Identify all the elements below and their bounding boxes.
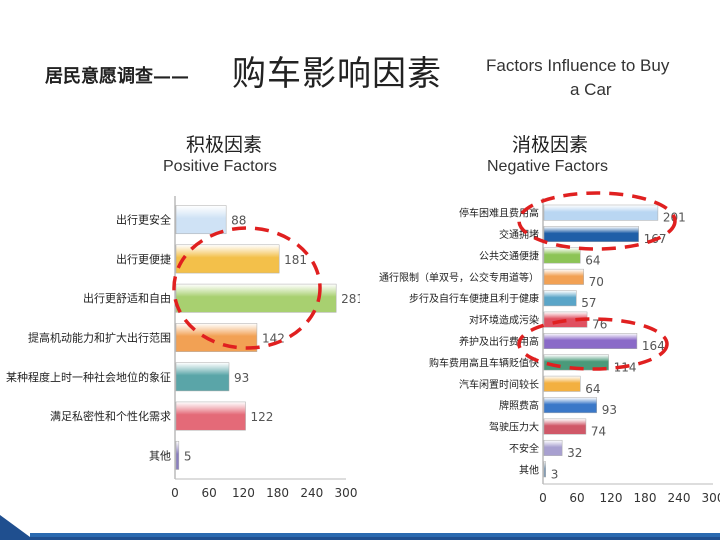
bar (543, 461, 546, 478)
value-label: 76 (592, 318, 607, 332)
title-small: 居民意愿调查—— (45, 66, 189, 87)
bar (175, 205, 227, 235)
positive-heading-en: Positive Factors (163, 158, 277, 175)
highlight-ellipse (517, 191, 677, 251)
title-english-line1: Factors Influence to Buy (486, 56, 670, 75)
negative-heading-en: Negative Factors (487, 158, 608, 175)
value-label: 3 (551, 467, 559, 481)
value-label: 88 (231, 214, 246, 228)
category-label: 步行及自行车便捷且利于健康 (409, 292, 539, 305)
bar (543, 375, 581, 392)
x-tick-label: 240 (668, 491, 691, 505)
category-label: 其他 (519, 463, 539, 476)
negative-factors-chart: 060120180240300停车困难且费用高201交通拥堵167公共交通便捷6… (379, 191, 720, 505)
value-label: 122 (251, 410, 274, 424)
x-tick-label: 60 (569, 491, 584, 505)
title-main: 购车影响因素 (232, 54, 442, 94)
bar (175, 440, 180, 470)
category-label: 提高机动能力和扩大出行范围 (28, 331, 171, 345)
category-label: 购车费用高且车辆贬值快 (429, 356, 539, 369)
value-label: 93 (234, 371, 249, 385)
category-label: 某种程度上时一种社会地位的象征 (6, 370, 171, 384)
bar (543, 226, 639, 243)
x-tick-label: 60 (202, 486, 217, 500)
title-row: 居民意愿调查—— 购车影响因素 Factors Influence to Buy… (0, 0, 720, 110)
title-english-line2: a Car (570, 80, 612, 99)
category-label: 公共交通便捷 (479, 249, 539, 262)
category-label: 停车困难且费用高 (459, 207, 539, 220)
category-label: 牌照费高 (499, 399, 539, 412)
bar (175, 362, 230, 392)
bar (543, 397, 597, 414)
category-label: 满足私密性和个性化需求 (50, 409, 171, 423)
x-tick-label: 120 (600, 491, 623, 505)
value-label: 5 (184, 449, 192, 463)
bar (543, 290, 577, 307)
category-label: 出行更便捷 (116, 252, 171, 266)
positive-heading-cn: 积极因素 (186, 134, 263, 156)
bar (175, 323, 258, 352)
bar (543, 333, 638, 349)
highlight-ellipse (517, 317, 669, 371)
category-label: 通行限制（单双号，公交专用道等） (379, 271, 539, 284)
x-tick-label: 120 (232, 486, 255, 500)
bar (543, 439, 563, 456)
category-label: 养护及出行费用高 (459, 335, 539, 348)
x-tick-label: 0 (539, 491, 547, 505)
bar (175, 401, 246, 431)
category-label: 出行更安全 (116, 213, 171, 227)
category-label: 其他 (149, 449, 171, 462)
value-label: 57 (581, 296, 596, 310)
x-tick-label: 180 (266, 486, 289, 500)
value-label: 164 (642, 339, 665, 353)
category-label: 汽车闲置时间较长 (459, 378, 539, 391)
negative-heading-cn: 消极因素 (512, 134, 589, 156)
positive-factors-chart: 0 60 120 180 240 300 出行更安全 88 出行更便捷 181 出行更舒适和自由 28… (6, 196, 360, 500)
value-label: 64 (585, 253, 600, 267)
value-label: 32 (567, 446, 582, 460)
bar (543, 268, 584, 285)
x-tick-label: 300 (702, 491, 720, 505)
value-label: 93 (602, 403, 617, 417)
bar (175, 244, 280, 274)
x-tick-label: 180 (634, 491, 657, 505)
footer-decoration (0, 509, 720, 540)
bar (543, 247, 581, 264)
bar (543, 204, 659, 221)
x-tick-label: 240 (300, 486, 323, 500)
bar (175, 283, 337, 313)
category-label: 驾驶压力大 (489, 421, 539, 434)
value-label: 181 (284, 253, 307, 267)
value-label: 281 (341, 292, 360, 306)
highlight-ellipse (172, 226, 322, 350)
value-label: 70 (589, 275, 604, 289)
category-label: 交通拥堵 (499, 228, 539, 241)
category-label: 出行更舒适和自由 (83, 291, 171, 305)
value-label: 74 (591, 425, 606, 439)
category-label: 不安全 (509, 442, 539, 455)
category-label: 对环境造成污染 (469, 314, 539, 327)
value-label: 64 (585, 382, 600, 396)
x-tick-label: 300 (335, 486, 358, 500)
bar (543, 418, 587, 435)
x-tick-label: 0 (171, 486, 179, 500)
